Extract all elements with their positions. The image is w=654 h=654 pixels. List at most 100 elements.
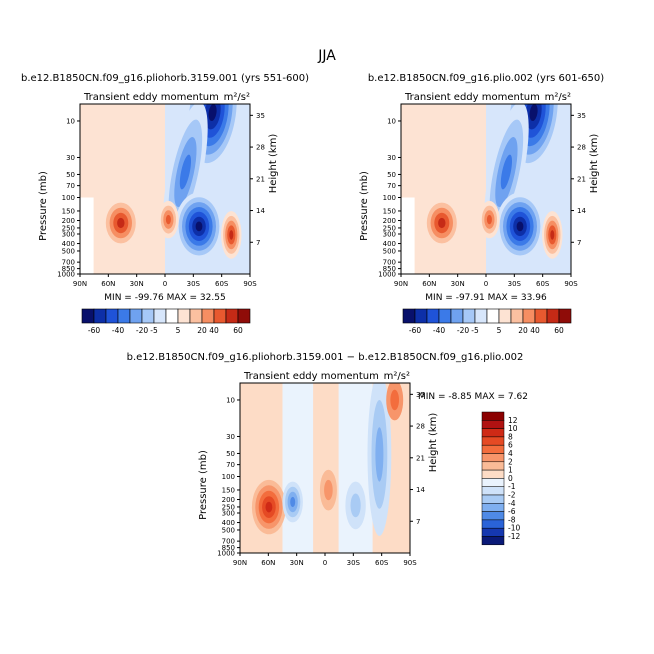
pos-core-sh-level-5 xyxy=(550,230,555,240)
panel-1: b.e12.B1850CN.f09_g16.pliohorb.3159.001 … xyxy=(21,73,309,303)
y-tick-label: 50 xyxy=(226,450,235,458)
y-right-tick-label: 14 xyxy=(577,207,586,215)
x-tick-label: 90N xyxy=(394,280,408,288)
colorbar-top-swatch xyxy=(462,308,476,324)
pos-core-eq-level-4 xyxy=(165,214,171,225)
colorbar-top-swatch xyxy=(414,308,428,324)
colorbar-top: -60 -40 -20 -5 5 20 40 60 -60 -40 -20 -5 5 20 40 60 xyxy=(81,308,572,335)
colorbar-bottom-label: 1 xyxy=(508,466,513,475)
colorbar-top-swatch xyxy=(141,308,155,324)
y-tick-label: 400 xyxy=(62,240,75,248)
colorbar-bottom-swatch xyxy=(481,494,505,504)
y-right-tick-label: 21 xyxy=(256,175,265,183)
y-tick-label: 10 xyxy=(226,396,235,404)
neg-column-level-4 xyxy=(500,154,513,190)
colorbar-bottom-swatch xyxy=(481,411,505,421)
colorbar-bottom-label: 6 xyxy=(508,441,513,450)
y-tick-label: 850 xyxy=(383,265,396,273)
y-tick-label: 400 xyxy=(222,519,235,527)
x-tick-label: 30S xyxy=(347,559,361,567)
y-tick-label: 300 xyxy=(222,509,235,517)
panel-units: m²/s² xyxy=(224,92,250,103)
y-tick-label: 850 xyxy=(62,265,75,273)
y-right-axis-label: Height (km) xyxy=(589,134,600,194)
x-tick-label: 30S xyxy=(187,280,201,288)
y-tick-label: 30 xyxy=(66,154,75,162)
y-right-tick-label: 35 xyxy=(577,112,586,120)
colorbar-top-label: -5 xyxy=(150,326,158,335)
y-tick-label: 70 xyxy=(66,182,75,190)
colorbar-bottom-label: 4 xyxy=(508,449,513,458)
y-tick-label: 100 xyxy=(222,473,235,481)
neg-core-sh-level-2 xyxy=(350,493,361,518)
x-tick-label: 90S xyxy=(243,280,257,288)
y-tick-label: 50 xyxy=(387,171,396,179)
x-tick-label: 60N xyxy=(422,280,436,288)
y-tick-label: 250 xyxy=(222,503,235,511)
y-tick-label: 10 xyxy=(66,117,75,125)
colorbar-top-swatch xyxy=(558,308,572,324)
panel-units: m²/s² xyxy=(545,92,571,103)
neg-column-level-4 xyxy=(179,154,192,190)
min-max-label: MIN = -97.91 MAX = 33.96 xyxy=(425,293,547,303)
y-right-tick-label: 7 xyxy=(256,239,260,247)
colorbar-top-label: -5 xyxy=(471,326,479,335)
colorbar-top-swatch xyxy=(498,308,512,324)
contour-field xyxy=(80,104,250,274)
colorbar-bottom-swatch xyxy=(481,527,505,537)
colorbar-top-label: -60 xyxy=(88,326,100,335)
y-tick-label: 1000 xyxy=(378,271,396,279)
y-right-tick-label: 28 xyxy=(577,144,586,152)
colorbar-bottom-label: 10 xyxy=(508,424,518,433)
colorbar-top-label: 20 xyxy=(518,326,528,335)
colorbar-top-label: -40 xyxy=(433,326,445,335)
colorbar-bottom-swatch xyxy=(481,453,505,463)
y-tick-label: 150 xyxy=(222,486,235,494)
y-tick-label: 50 xyxy=(66,171,75,179)
y-right-axis-label: Height (km) xyxy=(268,134,279,194)
y-tick-label: 300 xyxy=(383,230,396,238)
pos-core-eq-level-2 xyxy=(324,479,333,501)
neg-strat-level-7 xyxy=(529,104,538,121)
neg-strat-level-7 xyxy=(208,104,217,121)
field-white-band xyxy=(401,197,415,274)
colorbar-top-swatch xyxy=(402,308,416,324)
neg-core-level-4 xyxy=(290,496,296,508)
colorbar-bottom-swatch xyxy=(481,420,505,429)
pos-core-nh-level-5 xyxy=(438,217,446,229)
neg-core-level-7 xyxy=(195,221,203,232)
x-tick-label: 60S xyxy=(215,280,229,288)
colorbar-bottom-swatch xyxy=(481,444,505,454)
y-right-tick-label: 35 xyxy=(256,112,265,120)
pos-core-eq-level-4 xyxy=(486,214,492,225)
x-tick-label: 90S xyxy=(403,559,417,567)
panel-3: b.e12.B1850CN.f09_g16.pliohorb.3159.001 … xyxy=(127,352,528,567)
colorbar-top-swatch xyxy=(165,308,179,324)
panel-subtitle: Transient eddy momentum xyxy=(243,371,379,382)
x-tick-label: 90N xyxy=(233,559,247,567)
y-tick-label: 250 xyxy=(62,224,75,232)
neg-strat-level-3 xyxy=(375,427,384,482)
colorbar-bottom-swatch xyxy=(481,469,505,479)
colorbar-top-swatch xyxy=(534,308,548,324)
y-right-tick-label: 28 xyxy=(416,423,425,431)
colorbar-bottom-label: -12 xyxy=(508,532,520,541)
y-right-tick-label: 14 xyxy=(416,486,425,494)
colorbar-top-swatch xyxy=(117,308,131,324)
colorbar-bottom-label: 2 xyxy=(508,457,513,466)
field-white-band xyxy=(80,197,94,274)
y-tick-label: 850 xyxy=(222,544,235,552)
colorbar-top-label: 60 xyxy=(233,326,243,335)
colorbar-bottom-label: -6 xyxy=(508,507,516,516)
x-tick-label: 30N xyxy=(451,280,465,288)
colorbar-bottom-label: -1 xyxy=(508,482,516,491)
x-tick-label: 0 xyxy=(323,559,327,567)
colorbar-top-swatch xyxy=(225,308,239,324)
panel-title: b.e12.B1850CN.f09_g16.pliohorb.3159.001 … xyxy=(127,352,524,363)
colorbar-bottom-swatch xyxy=(481,461,505,471)
panel-subtitle: Transient eddy momentum xyxy=(404,92,540,103)
y-tick-label: 200 xyxy=(383,217,396,225)
colorbar-top-swatch xyxy=(189,308,203,324)
y-tick-label: 200 xyxy=(222,496,235,504)
